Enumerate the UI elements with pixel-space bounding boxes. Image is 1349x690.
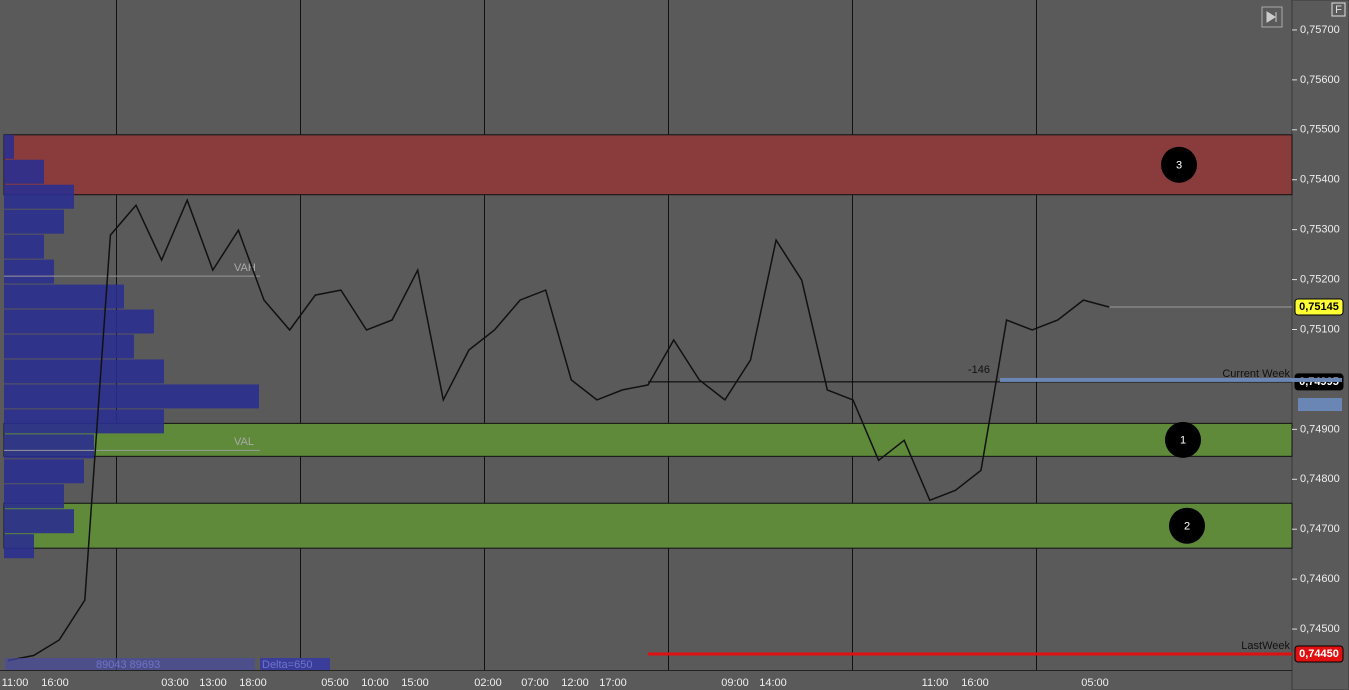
y-tick-label: 0,75400 (1300, 174, 1340, 186)
annotation: 89043 89693 (96, 659, 160, 671)
zone-label: 2 (1184, 521, 1190, 533)
x-tick-label: 09:00 (721, 677, 749, 689)
profile-bar (4, 309, 154, 334)
profile-bar (4, 259, 54, 284)
y-tick-label: 0,75700 (1300, 24, 1340, 36)
current-week-band (1000, 377, 1342, 382)
vertical-grid (116, 0, 1037, 670)
x-tick-label: 14:00 (759, 677, 787, 689)
level-label: Current Week (1222, 368, 1290, 380)
level-label: LastWeek (1241, 640, 1290, 652)
profile-bar (4, 234, 44, 259)
x-tick-label: 05:00 (321, 677, 349, 689)
x-tick-label: 16:00 (961, 677, 989, 689)
volume-box (5, 658, 255, 670)
x-tick-label: 03:00 (161, 677, 189, 689)
f-button[interactable] (1331, 2, 1346, 17)
price-tag-label: 0,75145 (1299, 301, 1339, 313)
y-tick-label: 0,74900 (1300, 423, 1340, 435)
delta-box (260, 658, 330, 670)
x-tick-label: 12:00 (561, 677, 589, 689)
x-tick-label: 18:00 (239, 677, 267, 689)
profile-bar (4, 459, 84, 484)
x-tick-label: 16:00 (41, 677, 69, 689)
annotation: Delta=650 (262, 659, 312, 671)
price-line (7, 198, 1110, 662)
profile-bar (4, 509, 74, 534)
profile-bar (4, 134, 14, 159)
y-tick-label: 0,75100 (1300, 323, 1340, 335)
y-tick-label: 0,74800 (1300, 473, 1340, 485)
y-tick-label: 0,75600 (1300, 74, 1340, 86)
scroll-end-button[interactable] (1261, 6, 1283, 28)
x-tick-label: 11:00 (2, 677, 29, 689)
profile-bar (4, 434, 94, 459)
annotation: -146 (968, 364, 990, 376)
y-tick-label: 0,75200 (1300, 273, 1340, 285)
f-icon: F (1335, 4, 1342, 16)
y-tick-label: 0,74600 (1300, 573, 1340, 585)
scroll-end-icon (1266, 11, 1277, 23)
zone-label: 3 (1176, 160, 1182, 172)
y-tick-label: 0,74700 (1300, 523, 1340, 535)
zone (3, 134, 1293, 196)
zone-marker (1161, 146, 1197, 183)
x-tick-label: 02:00 (474, 677, 502, 689)
profile-bar (4, 334, 134, 359)
profile-bar (4, 209, 64, 234)
y-tick-label: 0,75500 (1300, 124, 1340, 136)
x-tick-label: 15:00 (401, 677, 429, 689)
profile-bar (4, 384, 259, 409)
zone-marker (1165, 421, 1201, 458)
profile-bar (4, 484, 64, 509)
x-tick-label: 17:00 (599, 677, 627, 689)
x-tick-label: 07:00 (521, 677, 549, 689)
zone (3, 422, 1293, 457)
x-tick-label: 10:00 (361, 677, 389, 689)
price-tag (1294, 645, 1344, 663)
value-area-label: VAL (234, 436, 254, 448)
price-tag-label: 0,74450 (1299, 648, 1339, 660)
profile-bar (4, 409, 164, 434)
profile-bar (4, 359, 164, 384)
price-tag (1294, 298, 1344, 316)
price-axis (1291, 0, 1349, 690)
y-tick-label: 0,75300 (1300, 224, 1340, 236)
x-tick-label: 13:00 (199, 677, 227, 689)
profile-bar (4, 184, 74, 209)
zone (3, 502, 1293, 549)
profile-bar (4, 284, 124, 309)
profile-bar (4, 534, 34, 559)
y-tick-label: 0,74500 (1300, 623, 1340, 635)
zone-marker (1169, 507, 1205, 544)
x-tick-label: 05:00 (1081, 677, 1109, 689)
zone-label: 1 (1180, 435, 1186, 447)
profile-bar (4, 159, 44, 184)
current-week-marker (1298, 398, 1342, 411)
x-tick-label: 11:00 (922, 677, 949, 689)
